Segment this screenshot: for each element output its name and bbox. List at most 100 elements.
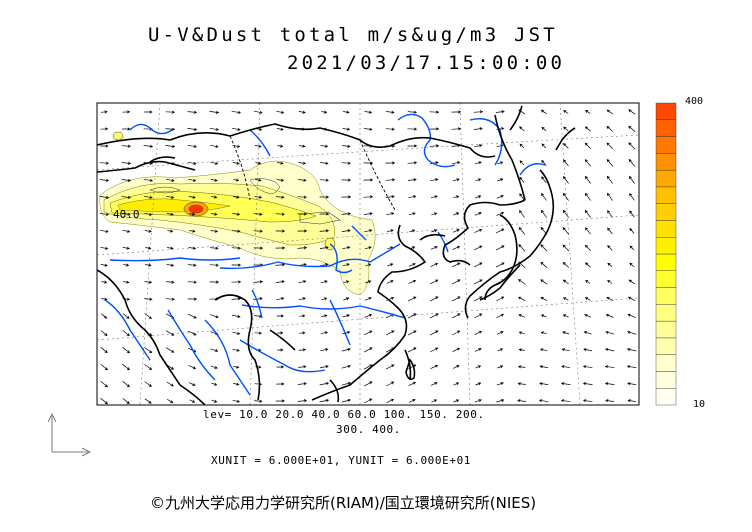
wind-arrow: [188, 263, 197, 267]
wind-arrow: [386, 110, 395, 114]
wind-arrow: [188, 195, 196, 199]
wind-arrow: [429, 144, 440, 148]
wind-arrow: [430, 246, 438, 250]
wind-arrow: [562, 331, 570, 335]
wind-arrow: [210, 161, 219, 165]
map-frame: [96, 102, 640, 406]
wind-arrow: [187, 144, 198, 148]
wind-arrow: [626, 365, 637, 369]
wind-arrow: [189, 229, 196, 233]
wind-arrow: [101, 313, 108, 319]
wind-arrow: [321, 297, 328, 301]
wind-arrow: [277, 144, 284, 148]
wind-arrow: [210, 348, 219, 353]
wind-arrow: [627, 330, 637, 335]
wind-arrow: [386, 398, 395, 404]
wind-arrow: [210, 178, 218, 182]
wind-arrow: [167, 399, 174, 404]
wind-arrow: [518, 227, 526, 235]
wind-arrow: [165, 110, 176, 114]
colorbar-swatch: [655, 354, 677, 372]
wind-arrow: [606, 159, 614, 167]
wind-arrow: [166, 195, 175, 199]
wind-arrow: [341, 161, 351, 165]
colorbar-swatch: [655, 388, 677, 406]
colorbar-swatch: [655, 186, 677, 204]
wind-arrow: [517, 365, 526, 369]
wind-arrow: [606, 109, 613, 115]
wind-arrow: [604, 365, 615, 369]
wind-arrow: [231, 246, 241, 250]
wind-arrow: [563, 126, 569, 132]
wind-arrow: [496, 313, 505, 319]
colorbar-swatch: [655, 371, 677, 389]
wind-arrow: [364, 297, 372, 301]
wind-arrow: [496, 399, 505, 403]
wind-arrow: [209, 263, 219, 267]
wind-arrow: [408, 279, 417, 284]
wind-arrow: [453, 195, 460, 199]
wind-arrow: [385, 161, 396, 165]
wind-arrow: [451, 127, 462, 131]
wind-arrow: [629, 245, 635, 251]
wind-arrow: [583, 348, 593, 352]
wind-arrow: [386, 280, 394, 284]
wind-arrow: [275, 263, 286, 267]
wind-arrow: [232, 229, 241, 233]
wind-arrow: [299, 314, 306, 318]
wind-arrow: [364, 229, 373, 233]
wind-arrow: [342, 314, 351, 318]
wind-arrow: [519, 143, 525, 149]
wind-arrow: [473, 279, 483, 285]
wind-arrow: [321, 314, 328, 318]
wind-arrow: [560, 382, 571, 386]
wind-arrow: [254, 195, 263, 199]
wind-arrow: [452, 330, 461, 336]
wind-arrow: [385, 330, 395, 336]
wind-arrow: [144, 297, 153, 301]
wind-arrow: [365, 263, 372, 267]
wind-arrow: [429, 161, 439, 165]
wind-arrow: [408, 195, 417, 199]
wind-arrow: [453, 212, 460, 216]
wind-arrow: [298, 297, 306, 301]
wind-arrow: [584, 110, 591, 114]
wind-arrow: [540, 279, 548, 285]
colorbar-max-label: 400: [685, 96, 704, 107]
wind-arrow: [122, 346, 131, 354]
wind-arrow: [254, 399, 263, 403]
wind-arrow: [540, 109, 547, 115]
wind-arrow: [540, 261, 548, 268]
wind-arrow: [210, 246, 219, 250]
wind-arrow: [165, 144, 176, 148]
wind-arrow: [167, 229, 174, 233]
colorbar-swatch: [655, 119, 677, 137]
wind-arrow: [253, 246, 264, 250]
wind-arrow: [319, 212, 330, 216]
wind-arrow: [385, 364, 395, 370]
international-borders: [229, 135, 396, 211]
wind-arrow: [276, 382, 285, 386]
wind-arrow: [122, 330, 130, 337]
wind-arrow: [475, 195, 482, 199]
wind-arrow: [320, 161, 329, 165]
wind-arrow: [431, 229, 438, 233]
wind-arrow: [407, 313, 417, 319]
wind-arrow: [363, 347, 373, 353]
wind-arrow: [100, 127, 109, 131]
wind-arrow: [497, 161, 504, 165]
wind-arrow: [430, 347, 439, 353]
wind-arrow: [408, 263, 416, 267]
wind-arrow: [99, 178, 110, 182]
wind-arrow: [452, 262, 461, 268]
wind-arrow: [342, 127, 351, 131]
wind-arrow: [143, 178, 153, 182]
wind-arrow: [607, 227, 613, 235]
wind-arrow: [562, 279, 569, 285]
wind-arrow: [519, 193, 525, 201]
wind-arrow: [562, 227, 570, 235]
wind-arrow: [167, 246, 174, 250]
wind-arrow: [144, 381, 153, 387]
wind-arrow: [232, 331, 241, 335]
